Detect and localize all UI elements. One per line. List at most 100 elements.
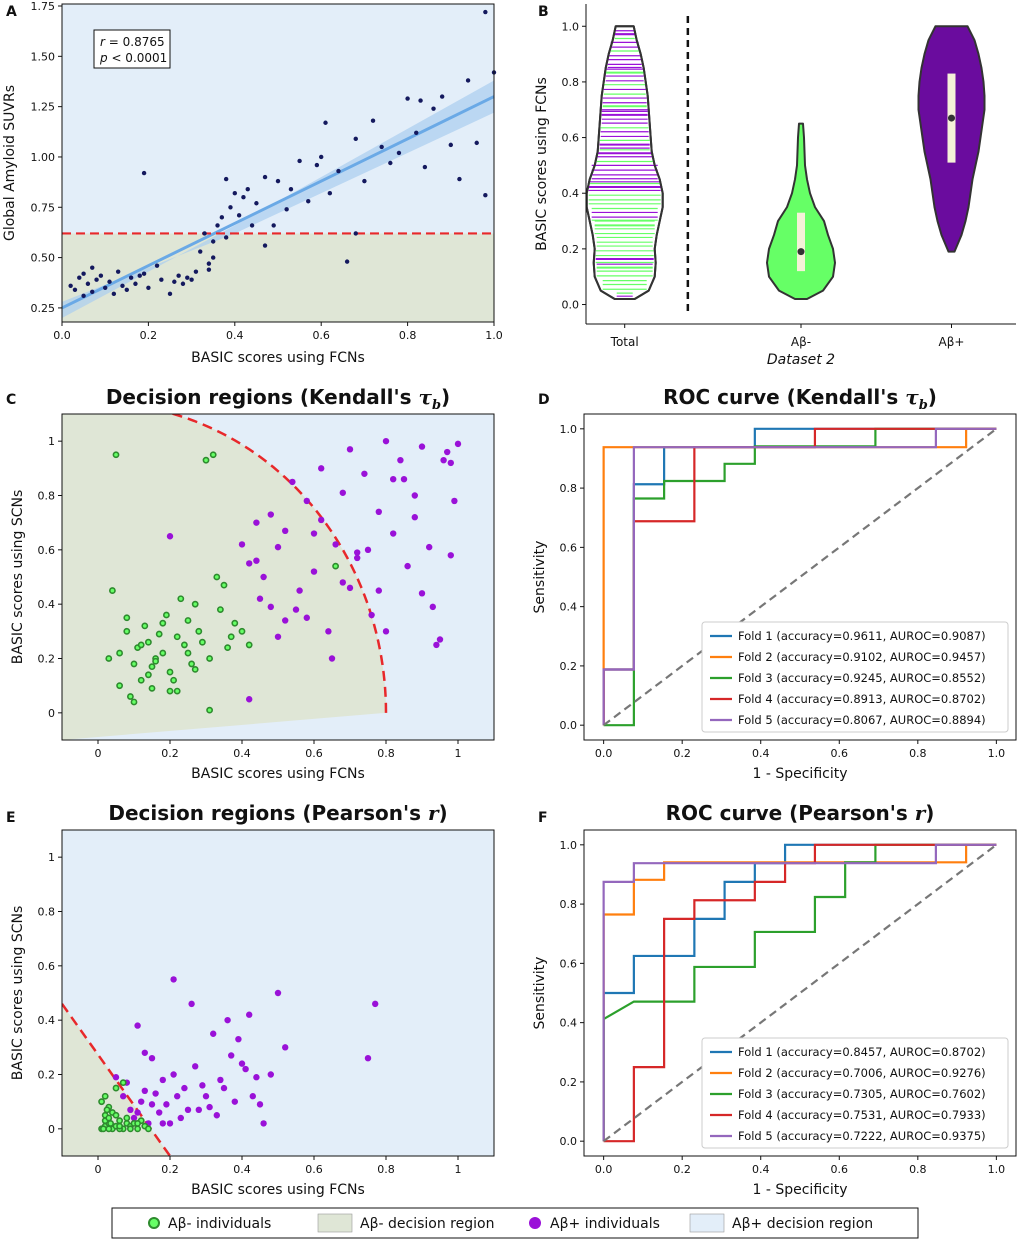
panel-C-neg-point xyxy=(216,606,224,613)
y-tick-label: 1.75 xyxy=(31,0,56,13)
panel-C-pos-point xyxy=(390,476,397,483)
panel-B-box-neg xyxy=(797,212,805,272)
panel-E-pos-point xyxy=(130,1114,138,1122)
panel-E-pos-point xyxy=(364,1055,372,1062)
panel-B-violin-total-outline xyxy=(585,25,664,300)
panel-C-neg-point xyxy=(191,600,199,608)
panel-C-pos-point xyxy=(318,465,325,472)
legend-label: Fold 4 (accuracy=0.7531, AUROC=0.7933) xyxy=(738,1108,986,1122)
x-tick-label: 0.6 xyxy=(312,329,330,342)
panel-E-neg-point xyxy=(126,1125,134,1133)
panel-A-point xyxy=(81,293,86,299)
panel-A-point xyxy=(275,178,281,184)
panel-B-median-pos xyxy=(948,114,955,122)
panel-C-pos-point xyxy=(418,590,426,597)
panel-C-pos-point xyxy=(382,437,390,445)
panel-C-pos-point xyxy=(238,541,246,548)
y-axis-label: BASIC scores using SCNs xyxy=(10,906,26,1080)
panel-C-neg-point xyxy=(180,641,188,649)
panel-C-neg-point xyxy=(152,657,159,665)
panel-F-legend: Fold 1 (accuracy=0.8457, AUROC=0.8702) Fo… xyxy=(701,1037,1009,1149)
panel-C-pos-point xyxy=(303,614,310,621)
y-tick-label: 0.8 xyxy=(562,76,580,89)
panel-C-neg-point xyxy=(166,687,174,695)
y-tick-label: 0.2 xyxy=(560,660,578,673)
panel-E-neg-point xyxy=(112,1084,120,1092)
y-tick-label: 0.4 xyxy=(560,601,578,614)
y-tick-label: 0.4 xyxy=(560,1017,578,1030)
panel-F-axes: 0.0 0.2 0.4 0.6 0.8 1.0 0.0 0.2 0.4 0.6 0.8 1.0 1 - … xyxy=(532,829,1017,1198)
panel-C-neg-point xyxy=(227,633,235,641)
panel-C-neg-point xyxy=(206,706,213,714)
panel-C-neg-point xyxy=(148,684,156,692)
panel-C-pos-point xyxy=(426,543,433,551)
panel-A-point xyxy=(189,277,194,282)
panel-A-point xyxy=(176,273,181,278)
panel-C-pos-point xyxy=(418,443,426,450)
panel-A-point xyxy=(254,201,259,206)
panel-C-neg-point xyxy=(159,619,167,627)
panel-A-point xyxy=(483,193,488,198)
panel-C-neg-point xyxy=(116,682,123,690)
panel-C-pos-point xyxy=(346,446,354,453)
panel-C-pos-point xyxy=(310,530,318,537)
panel-A-point xyxy=(94,277,99,282)
panel-E-pos-point xyxy=(184,1106,192,1114)
panel-A-point xyxy=(418,98,423,103)
panel-C-neg-point xyxy=(206,655,213,662)
panel-C-pos-point xyxy=(256,595,264,602)
y-tick-label: 0.6 xyxy=(562,132,580,145)
panel-A-point xyxy=(262,243,268,248)
panel-E-pos-point xyxy=(202,1093,210,1100)
panel-A-point xyxy=(241,195,246,200)
legend-label: Fold 5 (accuracy=0.8067, AUROC=0.8894) xyxy=(738,713,986,727)
y-tick-label: 0.2 xyxy=(38,653,56,666)
panel-E-pos-point xyxy=(238,1060,246,1067)
panel-A-point xyxy=(146,285,151,290)
x-axis-label: BASIC scores using FCNs xyxy=(191,1182,365,1198)
panel-C-neg-point xyxy=(170,676,177,684)
panel-A-point xyxy=(344,259,350,264)
panel-E-pos-point xyxy=(246,1011,253,1018)
panel-A-point xyxy=(370,118,376,123)
panel-A-point xyxy=(388,160,393,166)
panel-A-point xyxy=(124,287,129,292)
panel-D-axes: 0.0 0.2 0.4 0.6 0.8 1.0 0.0 0.2 0.4 0.6 0.8 1.0 1 - … xyxy=(532,413,1017,782)
x-tick-label: 0.4 xyxy=(752,747,770,760)
panel-A-annotation: r = 0.8765 p < 0.0001 xyxy=(93,29,171,69)
x-tick-label: 0.0 xyxy=(595,747,613,760)
x-tick-label: 0 xyxy=(95,747,102,760)
y-tick-label: 0.6 xyxy=(560,957,578,970)
panel-E-pos-point xyxy=(372,1000,379,1008)
panel-F-title: ROC curve (Pearson's r) xyxy=(666,801,935,825)
panel-E-neg-point xyxy=(123,1114,131,1122)
panel-A-point xyxy=(284,207,289,212)
panel-C-pos-point xyxy=(400,476,408,483)
y-tick-label: 0 xyxy=(48,1123,55,1136)
y-tick-label: 0.8 xyxy=(560,898,578,911)
y-axis-label: BASIC scores using SCNs xyxy=(10,490,26,664)
axes-frame xyxy=(61,413,495,741)
panel-C-pos-point xyxy=(339,489,346,496)
legend-label: Fold 2 (accuracy=0.9102, AUROC=0.9457) xyxy=(738,650,986,664)
panel-C-pos-point xyxy=(339,579,346,586)
panel-letter-C: C xyxy=(6,392,16,408)
x-axis-label: BASIC scores using FCNs xyxy=(191,350,365,366)
panel-E-pos-point xyxy=(152,1090,159,1097)
panel-C-neg-point xyxy=(144,638,152,646)
panel-B-violin-neg xyxy=(766,122,836,300)
x-tick-label: 0.8 xyxy=(377,1163,395,1176)
panel-A-point xyxy=(172,279,177,284)
x-tick-label: 0.6 xyxy=(305,1163,323,1176)
panel-E-pos-point xyxy=(120,1093,127,1100)
panel-E-pos-point xyxy=(166,1120,174,1127)
panel-E-neg-point xyxy=(134,1120,141,1127)
figure-legend-box xyxy=(111,1207,919,1239)
panel-A-point xyxy=(202,231,207,236)
y-tick-label: 0.0 xyxy=(560,719,578,732)
panel-A-point xyxy=(211,255,216,260)
panel-C-pos-point xyxy=(354,554,361,562)
panel-C-neg-point xyxy=(224,644,231,652)
panel-E-pos-point xyxy=(253,1074,260,1081)
panel-C-pos-point xyxy=(253,519,260,526)
